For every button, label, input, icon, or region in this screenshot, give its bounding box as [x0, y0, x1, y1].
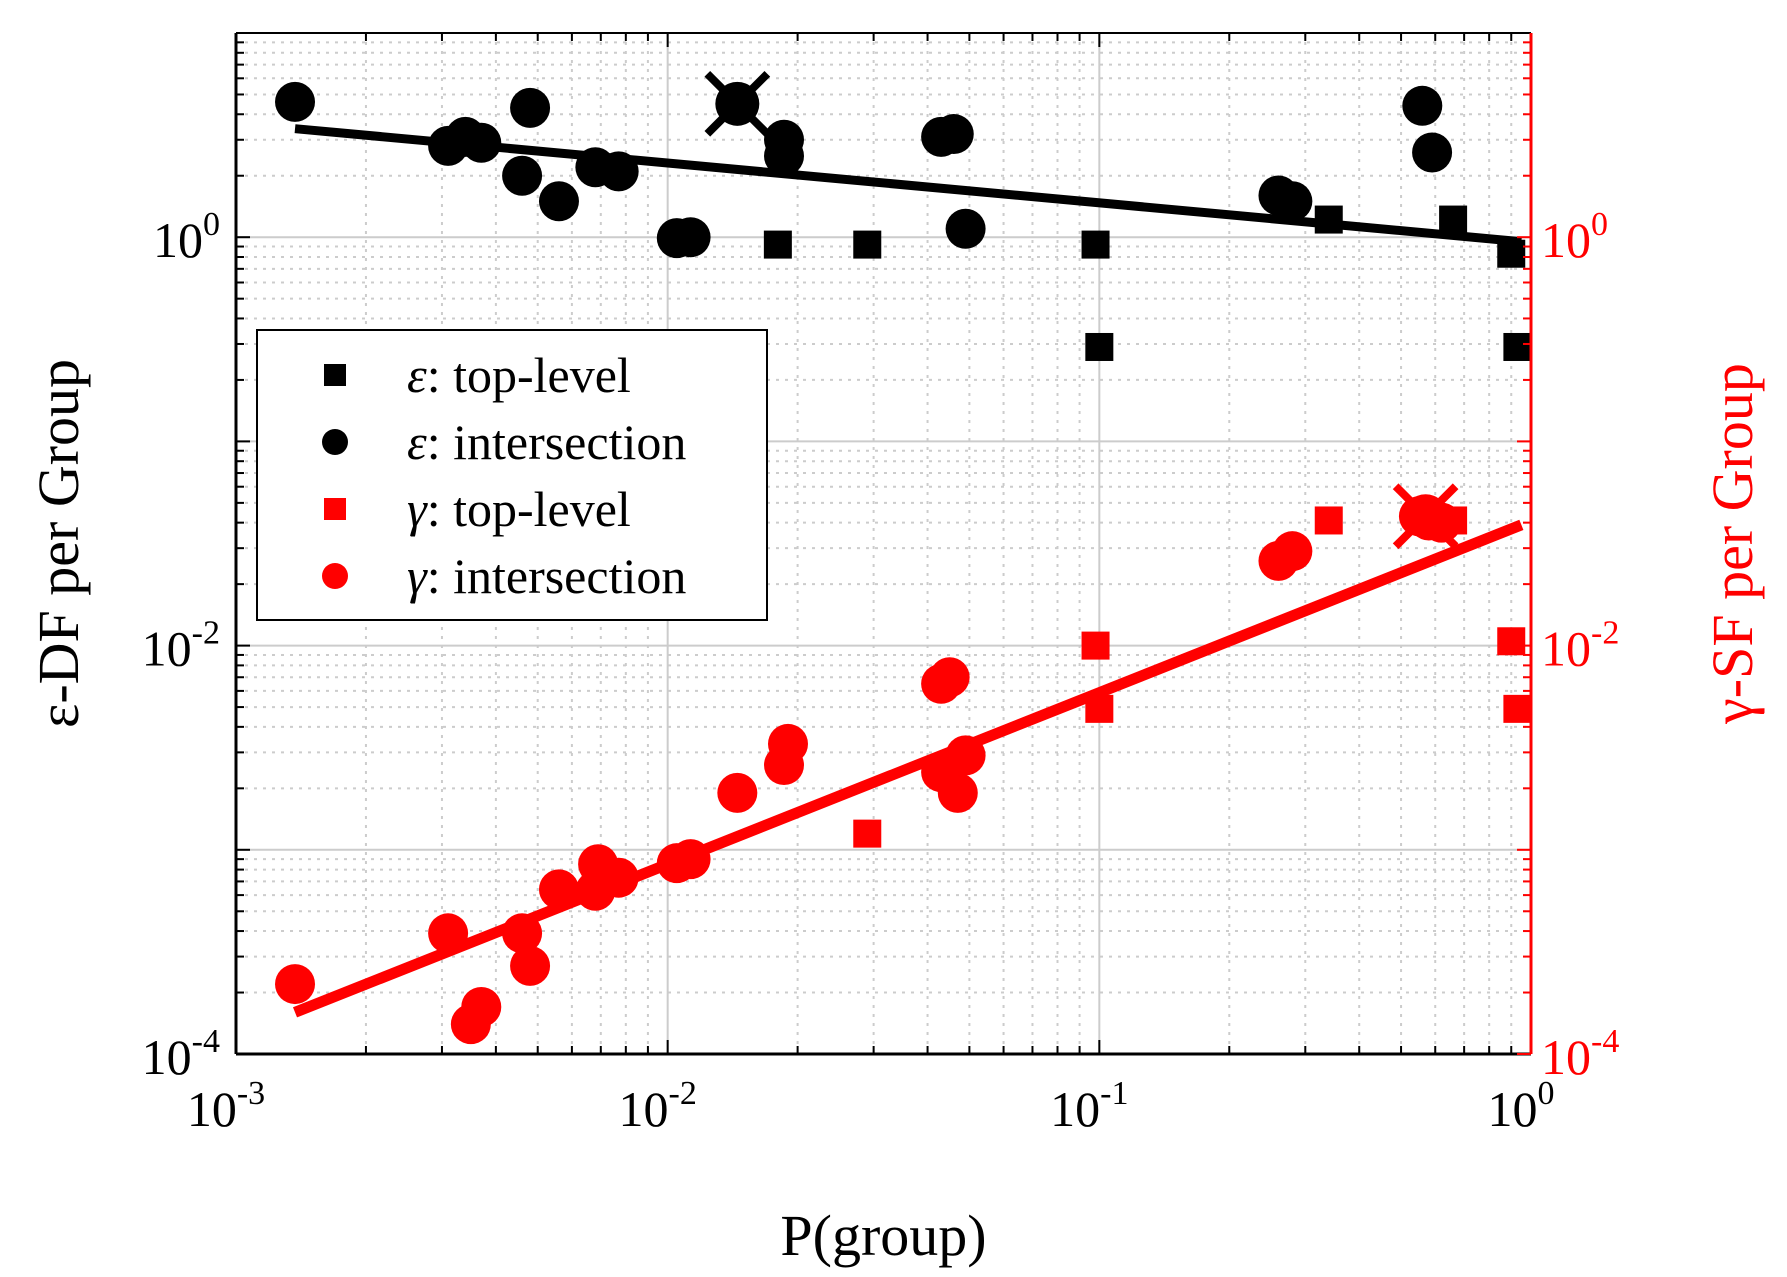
data-point-circle	[946, 209, 986, 249]
data-point-circle	[934, 114, 974, 154]
y-axis-right-label: γ-SF per Group	[1700, 363, 1765, 725]
data-point-circle	[938, 773, 978, 813]
x-axis-label: P(group)	[780, 1203, 986, 1268]
highlight-x-marker	[1396, 486, 1456, 546]
legend: ε: top-level ε: intersection γ: top-level γ…	[257, 330, 767, 620]
data-point-square	[1503, 695, 1531, 723]
data-point-square	[1503, 333, 1531, 361]
data-point-circle	[930, 657, 970, 697]
data-point-circle	[1412, 132, 1452, 172]
legend-marker-circle	[322, 429, 348, 455]
data-point-square	[1085, 695, 1113, 723]
data-point-circle	[275, 964, 315, 1004]
data-point-square	[1497, 240, 1525, 268]
legend-entry-label: ε: intersection	[407, 414, 686, 470]
data-point-circle	[510, 946, 550, 986]
data-point-circle	[717, 773, 757, 813]
data-point-circle	[1272, 531, 1312, 571]
legend-entry-label: ε: top-level	[407, 347, 631, 403]
data-point-circle	[946, 735, 986, 775]
data-point-circle	[1272, 181, 1312, 221]
data-point-circle	[599, 858, 639, 898]
data-point-square	[853, 231, 881, 259]
data-point-circle	[461, 987, 501, 1027]
data-point-circle	[461, 123, 501, 163]
data-point-circle	[539, 181, 579, 221]
y-axis-left-label: ε-DF per Group	[26, 359, 91, 728]
data-point-circle	[671, 217, 711, 257]
data-point-square	[1082, 632, 1110, 660]
data-point-circle	[764, 136, 804, 176]
chart: 10-3 10-2 10-1 10010-410-210010-410-2100P(g…	[0, 0, 1787, 1277]
data-point-square	[1315, 206, 1343, 234]
legend-marker-circle	[322, 563, 348, 589]
data-point-circle	[768, 724, 808, 764]
data-point-square	[1315, 506, 1343, 534]
data-point-square	[1439, 206, 1467, 234]
data-point-square	[1082, 231, 1110, 259]
data-point-circle	[428, 913, 468, 953]
data-point-square	[1085, 333, 1113, 361]
legend-marker-square	[324, 364, 346, 386]
legend-entry-label: γ: top-level	[407, 481, 631, 537]
data-point-square	[764, 231, 792, 259]
data-point-circle	[502, 156, 542, 196]
highlight-x-marker	[707, 74, 767, 134]
data-point-circle	[671, 839, 711, 879]
data-point-circle	[275, 82, 315, 122]
data-point-circle	[510, 88, 550, 128]
legend-marker-square	[324, 498, 346, 520]
data-point-circle	[539, 869, 579, 909]
data-point-square	[1497, 627, 1525, 655]
data-point-circle	[1402, 86, 1442, 126]
data-point-circle	[599, 151, 639, 191]
data-point-square	[853, 820, 881, 848]
legend-entry-label: γ: intersection	[407, 548, 686, 604]
